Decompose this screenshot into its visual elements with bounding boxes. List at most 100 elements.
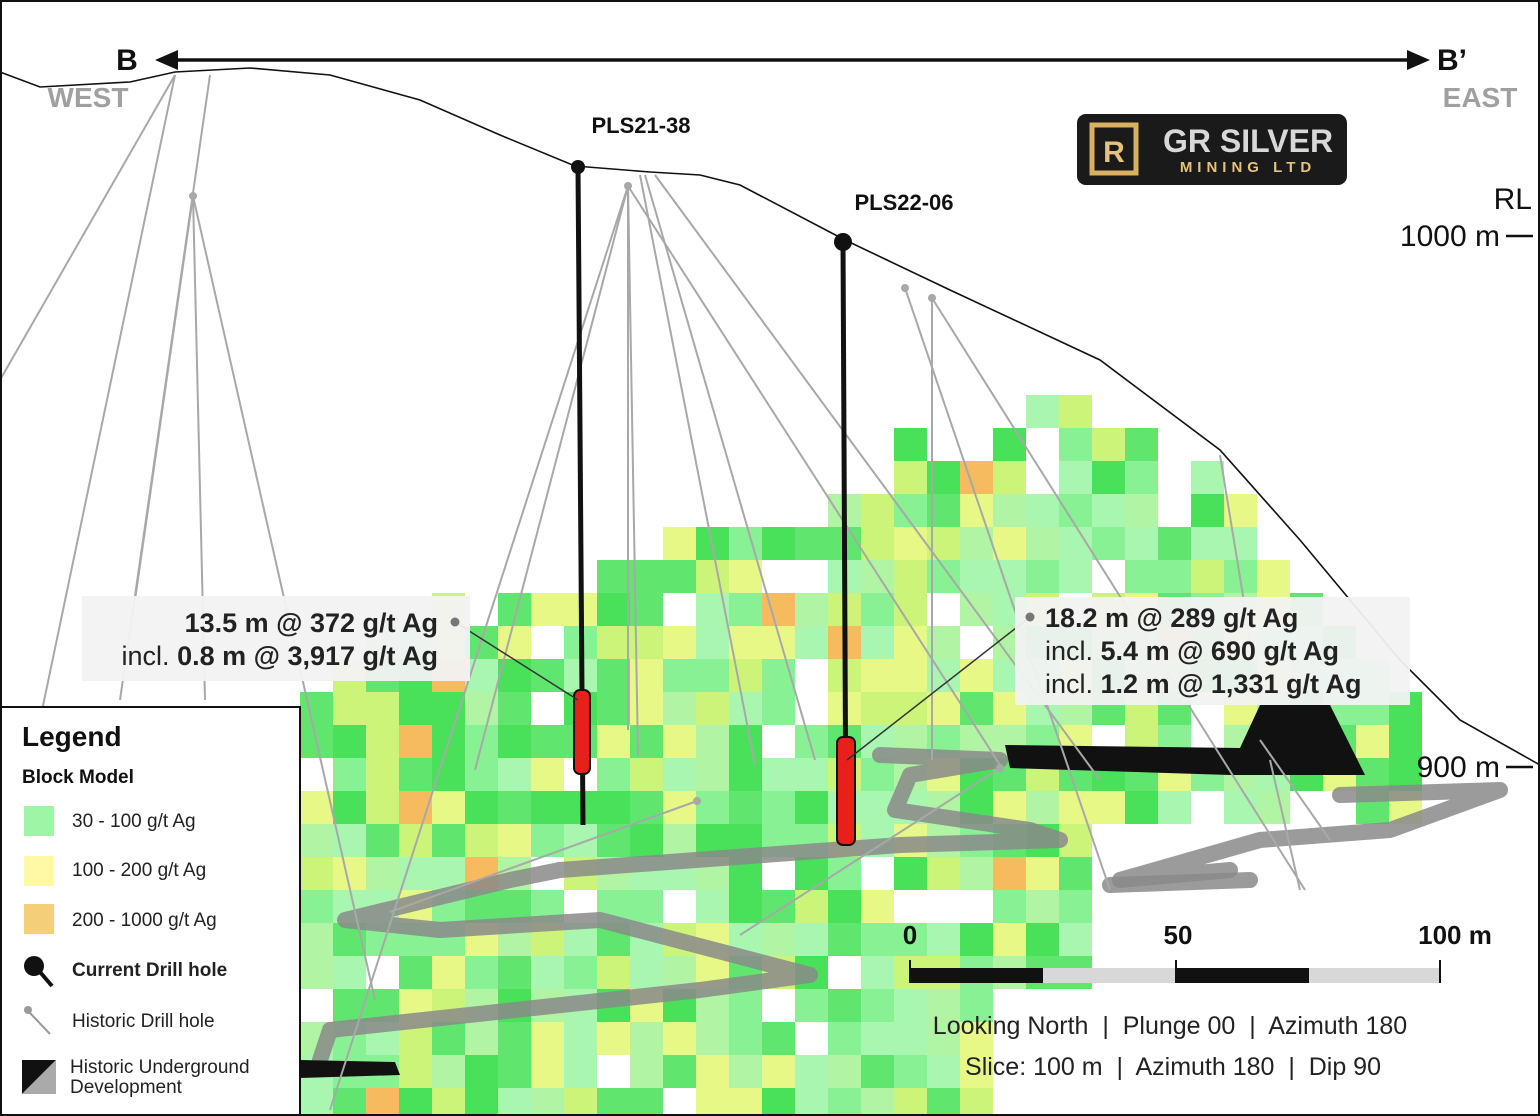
logo: R GR SILVER MINING LTD [1077,114,1347,185]
section-end: B’ [1437,44,1467,77]
block [465,824,498,857]
legend-subtitle: Block Model [22,767,134,788]
block [696,725,729,758]
block [564,1022,597,1055]
block [762,1022,795,1055]
block [894,428,927,461]
block [399,1055,432,1088]
block [894,1055,927,1088]
callout-text: 1.2 m @ 1,331 g/t Ag [1101,669,1362,699]
block [729,1022,762,1055]
drill-hole-label: PLS21-38 [591,113,690,138]
callout-text: 0.8 m @ 3,917 g/t Ag [177,641,438,671]
block [597,791,630,824]
block [564,1088,597,1116]
block [366,725,399,758]
block [960,989,993,1022]
block [1026,890,1059,923]
block [1125,560,1158,593]
callout-text: 18.2 m @ 289 g/t Ag [1045,603,1298,633]
callout-prefix: incl. [1045,669,1093,699]
section-start: B [116,44,138,77]
block [729,626,762,659]
block [300,791,333,824]
block [1059,461,1092,494]
scale-label: 100 m [1418,920,1492,950]
block [1059,791,1092,824]
block [861,989,894,1022]
block [366,692,399,725]
block [861,890,894,923]
block [531,593,564,626]
block [498,725,531,758]
block [894,461,927,494]
block [696,626,729,659]
block [300,890,333,923]
block [1059,560,1092,593]
block [729,659,762,692]
block [894,527,927,560]
block [960,923,993,956]
block [531,1022,564,1055]
block [399,956,432,989]
block [498,1055,531,1088]
block [597,758,630,791]
block [729,593,762,626]
block [861,593,894,626]
block [960,659,993,692]
block [696,1055,729,1088]
block [333,989,366,1022]
block [993,494,1026,527]
view-note: Slice: 100 m | Azimuth 180 | Dip 90 [965,1053,1381,1081]
block [993,428,1026,461]
block [663,758,696,791]
block [498,956,531,989]
block [531,791,564,824]
block [729,1055,762,1088]
block [861,1088,894,1116]
block [696,791,729,824]
block [762,758,795,791]
block [1092,461,1125,494]
block [795,1088,828,1116]
block [366,1088,399,1116]
legend-label: 200 - 1000 g/t Ag [72,910,217,931]
block [597,725,630,758]
legend-label: Historic Drill hole [72,1011,215,1032]
block [894,659,927,692]
block [696,560,729,593]
block [498,824,531,857]
block [1125,428,1158,461]
block [531,659,564,692]
logo-name: GR SILVER [1163,123,1333,159]
block [696,1022,729,1055]
block [1059,494,1092,527]
block [696,659,729,692]
block [993,890,1026,923]
block [630,1022,663,1055]
svg-text:incl. 5.4 m @ 690 g/t Ag: incl. 5.4 m @ 690 g/t Ag [1045,636,1339,666]
current-drill-holes [571,160,856,846]
underground-development [300,705,1508,1078]
block [960,1088,993,1116]
block [630,725,663,758]
callout: 18.2 m @ 289 g/t Ag incl. 5.4 m @ 690 g/… [846,597,1410,761]
block [729,1088,762,1116]
block [465,791,498,824]
block [795,1055,828,1088]
block [300,1088,333,1116]
block [630,1055,663,1088]
block [828,890,861,923]
block [399,758,432,791]
block [993,527,1026,560]
svg-text:R: R [1103,136,1125,169]
block [465,956,498,989]
block [333,692,366,725]
block [894,857,927,890]
block [795,626,828,659]
block [927,1088,960,1116]
block [498,626,531,659]
block [564,824,597,857]
direction-east: EAST [1443,82,1518,113]
